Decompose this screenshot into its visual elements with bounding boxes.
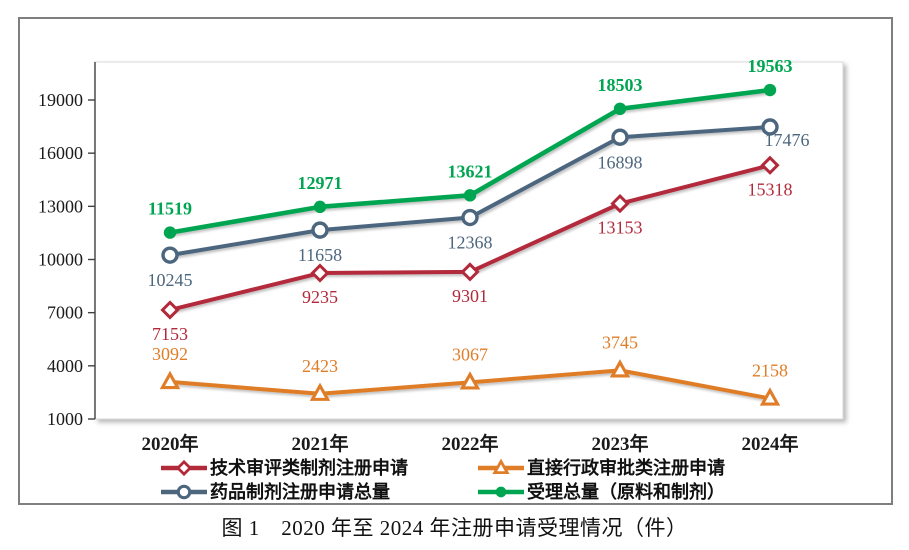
data-point-marker	[461, 208, 479, 227]
data-point-marker	[460, 262, 480, 282]
data-label: 7153	[152, 324, 188, 344]
legend-label: 药品制剂注册申请总量	[210, 482, 390, 502]
series-2: 10245 11658 12368 16898 17476	[148, 118, 810, 290]
legend-label: 直接行政审批类注册申请	[527, 458, 725, 478]
y-tick-label: 4000	[47, 356, 83, 376]
data-label: 18503	[598, 75, 643, 95]
data-point-marker	[163, 226, 177, 239]
data-label: 19563	[748, 56, 793, 76]
x-tick-label: 2022年	[441, 432, 498, 455]
legend-item: 技术审评类制剂注册申请	[160, 456, 477, 480]
legend-marker-open-triangle-icon	[478, 459, 524, 474]
data-label: 3067	[452, 344, 488, 364]
x-axis-labels: 2020年 2021年 2022年 2023年 2024年	[141, 432, 798, 455]
data-point-marker	[161, 246, 179, 264]
chart-legend: 技术审评类制剂注册申请 直接行政审批类注册申请药品制剂注册申请总量 受理总量（原料和…	[160, 456, 725, 504]
data-label: 13621	[448, 161, 493, 181]
x-tick-label: 2021年	[291, 432, 348, 455]
data-label: 9301	[452, 286, 488, 306]
x-tick-label: 2023年	[591, 432, 648, 455]
data-label: 12368	[448, 233, 493, 253]
data-point-marker	[310, 263, 330, 283]
data-point-marker	[761, 118, 779, 136]
legend-item: 受理总量（原料和制剂）	[477, 480, 725, 504]
data-label: 3092	[152, 344, 188, 364]
legend-label: 技术审评类制剂注册申请	[210, 458, 408, 478]
data-label: 13153	[598, 218, 643, 238]
data-label: 11658	[298, 245, 342, 265]
data-label: 3745	[602, 332, 638, 352]
y-tick-label: 16000	[38, 143, 83, 163]
data-point-marker	[160, 300, 180, 320]
data-point-marker	[613, 102, 627, 116]
data-label: 16898	[598, 152, 643, 172]
x-tick-label: 2020年	[141, 432, 198, 455]
data-label: 2423	[302, 356, 338, 376]
data-point-marker	[313, 200, 327, 214]
data-label: 11519	[148, 199, 192, 219]
chart-frame: 1000 4000 7000 10000 13000 16000 19000 2020年 202…	[18, 17, 893, 505]
data-point-marker	[760, 155, 780, 175]
y-tick-label: 13000	[38, 196, 83, 216]
series-1: 3092 2423 3067 3745 2158	[152, 332, 788, 406]
data-label: 10245	[148, 270, 193, 290]
data-label: 2158	[752, 360, 788, 380]
legend-marker-filled-circle-icon	[478, 486, 524, 498]
data-point-marker	[309, 382, 331, 401]
y-tick-label: 19000	[38, 90, 83, 110]
legend-marker-open-diamond-icon	[161, 459, 207, 477]
legend-marker-open-circle-icon	[161, 484, 207, 500]
data-point-marker	[611, 128, 629, 146]
y-tick-label: 1000	[47, 409, 83, 429]
data-label: 15318	[748, 179, 793, 199]
series-0: 7153 9235 9301 13153 15318	[152, 155, 793, 344]
legend-label: 受理总量（原料和制剂）	[527, 482, 725, 502]
data-point-marker	[159, 370, 181, 390]
data-point-marker	[463, 189, 477, 202]
data-point-marker	[609, 359, 631, 378]
data-point-marker	[763, 83, 777, 97]
figure-caption: 图 1 2020 年至 2024 年注册申请受理情况（件）	[221, 516, 688, 540]
legend-item: 直接行政审批类注册申请	[477, 456, 725, 480]
legend-item: 药品制剂注册申请总量	[160, 480, 477, 504]
series-3: 11519 12971 13621 18503 19563	[148, 56, 793, 239]
data-point-marker	[610, 194, 630, 214]
data-label: 12971	[298, 173, 343, 193]
x-tick-label: 2024年	[741, 432, 798, 455]
data-point-marker	[459, 371, 481, 390]
y-tick-label: 10000	[38, 250, 83, 270]
data-point-marker	[759, 387, 781, 406]
data-label: 17476	[765, 130, 810, 150]
y-tick-label: 7000	[47, 303, 83, 323]
plot-area	[94, 61, 844, 420]
data-point-marker	[311, 221, 329, 239]
y-axis: 1000 4000 7000 10000 13000 16000 19000	[38, 62, 96, 429]
data-label: 9235	[302, 287, 338, 307]
